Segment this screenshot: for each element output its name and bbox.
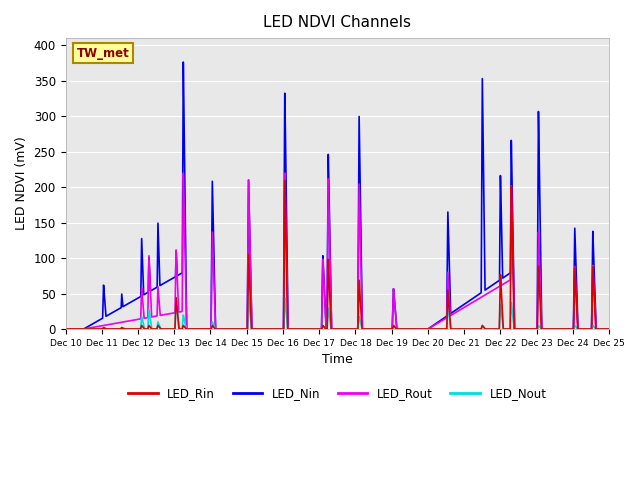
LED_Rout	[269, 326, 277, 332]
Y-axis label: LED NDVI (mV): LED NDVI (mV)	[15, 137, 28, 230]
LED_Rout	[388, 326, 396, 332]
LED_Rout	[605, 326, 613, 332]
LED_Nin	[61, 326, 69, 332]
X-axis label: Time: Time	[322, 353, 353, 366]
LED_Nout	[269, 326, 277, 332]
Line: LED_Rout: LED_Rout	[65, 173, 609, 329]
Legend: LED_Rin, LED_Nin, LED_Rout, LED_Nout: LED_Rin, LED_Nin, LED_Rout, LED_Nout	[124, 382, 551, 405]
LED_Nout	[605, 326, 613, 332]
LED_Nout	[388, 326, 396, 332]
LED_Rin	[281, 178, 289, 183]
LED_Nout	[509, 311, 516, 317]
LED_Nin	[605, 326, 613, 332]
LED_Rin	[388, 326, 396, 332]
Title: LED NDVI Channels: LED NDVI Channels	[263, 15, 412, 30]
LED_Nout	[467, 326, 475, 332]
LED_Nin	[509, 210, 516, 216]
LED_Nin	[179, 59, 187, 65]
LED_Rout	[61, 326, 69, 332]
LED_Rin	[61, 326, 69, 332]
LED_Nin	[161, 280, 168, 286]
LED_Nout	[244, 294, 252, 300]
LED_Nout	[415, 326, 423, 332]
LED_Nin	[269, 326, 277, 332]
LED_Nin	[388, 326, 396, 332]
LED_Nout	[161, 326, 168, 332]
LED_Nin	[467, 297, 475, 302]
LED_Rin	[467, 326, 475, 332]
LED_Rin	[415, 326, 423, 332]
LED_Rout	[509, 238, 516, 244]
LED_Rin	[269, 326, 277, 332]
LED_Rout	[467, 300, 475, 306]
LED_Rin	[509, 245, 516, 251]
Line: LED_Nin: LED_Nin	[65, 62, 609, 329]
LED_Rout	[281, 170, 289, 176]
LED_Nout	[61, 326, 69, 332]
Line: LED_Nout: LED_Nout	[65, 297, 609, 329]
LED_Rout	[415, 326, 423, 332]
Text: TW_met: TW_met	[76, 47, 129, 60]
LED_Nin	[415, 326, 423, 332]
Line: LED_Rin: LED_Rin	[65, 180, 609, 329]
LED_Rout	[161, 312, 168, 318]
LED_Rin	[605, 326, 613, 332]
LED_Rin	[161, 326, 168, 332]
